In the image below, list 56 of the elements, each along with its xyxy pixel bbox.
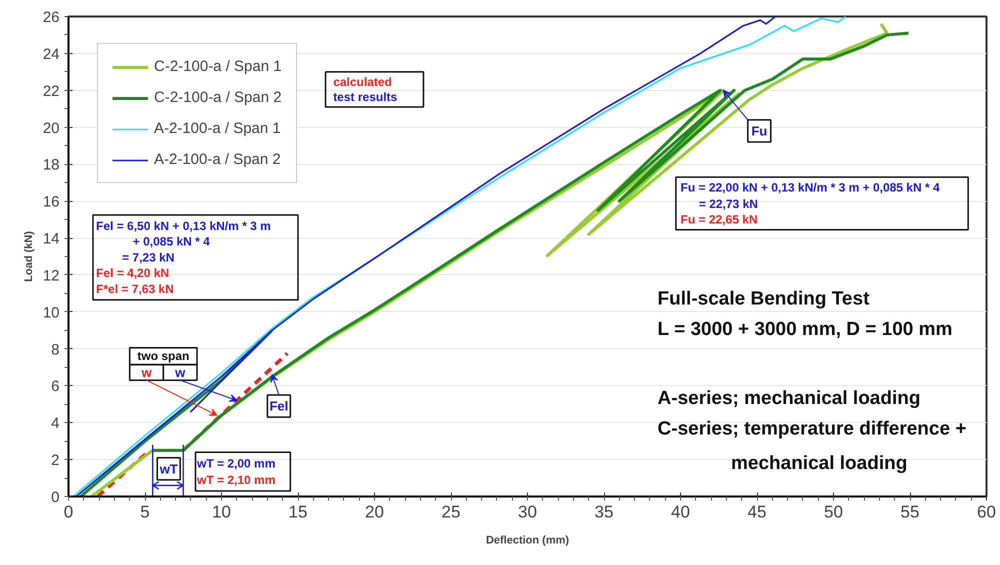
- annotation: = 22,73 kN: [698, 196, 758, 211]
- annotation: L = 3000 + 3000 mm, D = 100 mm: [658, 318, 952, 340]
- y-tick-label: 22: [42, 82, 60, 100]
- annotation: F*el = 7,63 kN: [96, 282, 174, 296]
- annotation: Full-scale Bending Test: [658, 288, 870, 310]
- annotation: wT: [158, 461, 178, 476]
- x-axis-title: Deflection (mm): [486, 534, 570, 546]
- x-tick-label: 0: [64, 502, 74, 522]
- y-tick-label: 24: [42, 46, 60, 63]
- annotation: w: [140, 364, 152, 380]
- annotation: Fel: [269, 398, 288, 414]
- y-tick-label: 14: [42, 230, 60, 248]
- y-tick-label: 2: [51, 452, 60, 470]
- annotation: + 0,085 kN * 4: [132, 234, 210, 249]
- annotation: C-series; temperature difference +: [658, 418, 966, 440]
- annotation: mechanical loading: [730, 452, 908, 474]
- y-tick-label: 0: [51, 489, 60, 506]
- annotation: A-series; mechanical loading: [658, 388, 920, 410]
- annotation: Fel = 6,50 kN + 0,13 kN/m * 3 m: [96, 219, 271, 234]
- legend-label: A-2-100-a / Span 2: [154, 151, 281, 168]
- y-tick-label: 16: [42, 194, 60, 211]
- x-tick-label: 10: [212, 502, 231, 522]
- x-tick-label: 35: [594, 502, 614, 522]
- annotation: Fu = 22,65 kN: [680, 212, 758, 227]
- annotation: Fu = 22,00 kN + 0,13 kN/m * 3 m + 0,085 kN * 4: [680, 180, 940, 194]
- x-tick-label: 50: [824, 502, 843, 522]
- x-tick-label: 55: [900, 502, 920, 522]
- y-tick-label: 4: [51, 415, 60, 432]
- legend-label: C-2-100-a / Span 2: [154, 89, 282, 106]
- annotation: Fel = 4,20 kN: [96, 266, 170, 280]
- annotation: two span: [137, 349, 190, 364]
- annotation: calculated: [333, 75, 392, 90]
- annotation: w: [174, 364, 186, 380]
- x-tick-label: 45: [748, 502, 766, 522]
- y-tick-label: 10: [42, 304, 60, 322]
- y-tick-label: 8: [51, 341, 60, 358]
- x-tick-label: 30: [518, 502, 537, 522]
- annotation: Fu: [751, 123, 768, 138]
- x-tick-label: 20: [365, 502, 384, 522]
- y-tick-label: 6: [51, 378, 60, 396]
- y-tick-label: 18: [42, 156, 60, 174]
- legend-label: C-2-100-a / Span 1: [154, 58, 282, 75]
- y-tick-label: 12: [42, 267, 60, 284]
- annotation: = 7,23 kN: [122, 250, 174, 264]
- x-tick-label: 5: [140, 502, 150, 522]
- y-tick-label: 26: [42, 9, 60, 26]
- annotation: test results: [333, 90, 398, 104]
- annotation: wT = 2,10 mm: [196, 472, 276, 487]
- annotation: wT = 2,00 mm: [196, 456, 276, 470]
- x-tick-label: 15: [288, 502, 308, 522]
- x-tick-label: 25: [442, 502, 460, 522]
- y-tick-label: 20: [42, 120, 60, 137]
- legend-label: A-2-100-a / Span 1: [154, 120, 281, 137]
- y-axis-title: Load (kN): [22, 230, 35, 282]
- x-tick-label: 60: [977, 502, 996, 522]
- x-tick-label: 40: [671, 502, 690, 522]
